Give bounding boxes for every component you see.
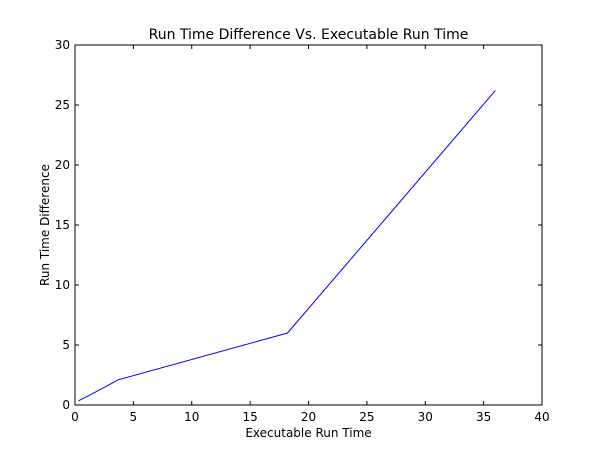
x-tick-label-1: 5 [130, 410, 138, 424]
x-tick-label-6: 30 [418, 410, 433, 424]
plot-area [74, 44, 543, 406]
x-tick-label-5: 25 [359, 410, 374, 424]
y-tick-label-1: 5 [62, 338, 70, 352]
x-tick-label-0: 0 [71, 410, 79, 424]
y-tick-label-2: 10 [55, 278, 70, 292]
y-tick-label-3: 15 [55, 218, 70, 232]
x-tick-label-3: 15 [242, 410, 257, 424]
y-axis-label: Run Time Difference [38, 164, 52, 286]
y-tick-label-6: 30 [55, 38, 70, 52]
y-tick-label-4: 20 [55, 158, 70, 172]
chart-title: Run Time Difference Vs. Executable Run T… [149, 27, 469, 43]
x-tick-label-2: 10 [184, 410, 199, 424]
axes-frame [74, 44, 543, 406]
y-axis-ticks: 0 5 10 15 20 25 30 [55, 38, 542, 412]
series-line-0 [78, 90, 496, 402]
x-tick-label-7: 35 [476, 410, 491, 424]
y-tick-label-0: 0 [62, 398, 70, 412]
x-tick-label-4: 20 [301, 410, 316, 424]
x-axis-ticks: 0 5 10 15 20 25 30 35 40 [71, 45, 550, 424]
x-tick-label-8: 40 [534, 410, 549, 424]
x-axis-label: Executable Run Time [245, 426, 371, 440]
y-tick-label-5: 25 [55, 98, 70, 112]
